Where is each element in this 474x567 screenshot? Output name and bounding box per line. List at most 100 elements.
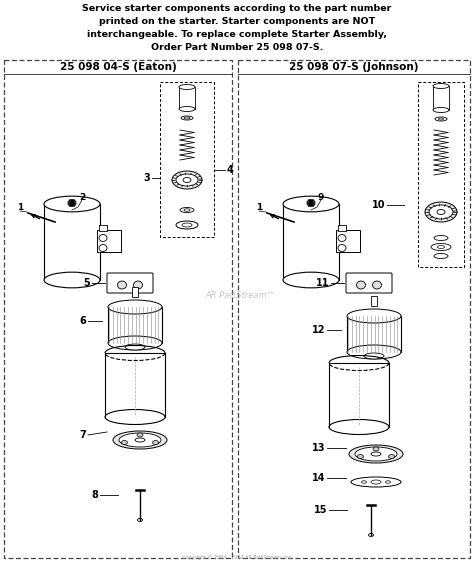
Ellipse shape bbox=[44, 272, 100, 288]
Bar bbox=[347, 316, 401, 352]
Ellipse shape bbox=[307, 202, 315, 206]
Ellipse shape bbox=[433, 83, 449, 88]
Ellipse shape bbox=[435, 117, 447, 121]
Ellipse shape bbox=[68, 202, 76, 206]
Text: 25 098 04-S (Eaton): 25 098 04-S (Eaton) bbox=[60, 62, 176, 72]
Text: 10: 10 bbox=[372, 200, 385, 210]
Ellipse shape bbox=[356, 281, 365, 289]
Ellipse shape bbox=[283, 272, 339, 288]
Bar bbox=[371, 296, 377, 306]
Bar bbox=[4, 60, 232, 558]
Text: 9: 9 bbox=[318, 193, 324, 201]
Ellipse shape bbox=[184, 117, 190, 119]
Ellipse shape bbox=[307, 200, 315, 204]
Text: 2: 2 bbox=[79, 193, 85, 201]
Ellipse shape bbox=[153, 441, 159, 445]
Ellipse shape bbox=[425, 202, 457, 222]
Ellipse shape bbox=[179, 84, 195, 90]
Ellipse shape bbox=[68, 200, 76, 204]
Ellipse shape bbox=[181, 116, 193, 120]
Bar bbox=[132, 287, 138, 297]
Bar bbox=[97, 230, 121, 252]
Ellipse shape bbox=[389, 455, 394, 459]
Ellipse shape bbox=[135, 438, 145, 442]
Ellipse shape bbox=[355, 447, 397, 461]
Text: interchangeable. To replace complete Starter Assembly,: interchangeable. To replace complete Sta… bbox=[87, 30, 387, 39]
Ellipse shape bbox=[118, 281, 127, 289]
Ellipse shape bbox=[180, 208, 194, 213]
FancyBboxPatch shape bbox=[346, 273, 392, 293]
Text: 1: 1 bbox=[256, 204, 262, 213]
Text: 8: 8 bbox=[91, 490, 98, 500]
Bar bbox=[238, 60, 470, 558]
Bar bbox=[99, 225, 107, 231]
Ellipse shape bbox=[119, 433, 161, 447]
Text: 12: 12 bbox=[311, 325, 325, 335]
Ellipse shape bbox=[434, 235, 448, 240]
Ellipse shape bbox=[385, 481, 391, 483]
Ellipse shape bbox=[137, 433, 143, 437]
Ellipse shape bbox=[99, 244, 107, 252]
Ellipse shape bbox=[137, 518, 143, 522]
Text: Copyright © 2004 - 2024 AR PartStream, Inc.: Copyright © 2004 - 2024 AR PartStream, I… bbox=[182, 555, 292, 560]
Ellipse shape bbox=[182, 223, 192, 227]
Ellipse shape bbox=[364, 353, 384, 359]
Ellipse shape bbox=[99, 235, 107, 242]
Ellipse shape bbox=[371, 480, 381, 484]
Ellipse shape bbox=[176, 221, 198, 229]
Ellipse shape bbox=[347, 309, 401, 323]
FancyBboxPatch shape bbox=[107, 273, 153, 293]
Text: Service starter components according to the part number: Service starter components according to … bbox=[82, 4, 392, 13]
Ellipse shape bbox=[347, 345, 401, 359]
Text: 4: 4 bbox=[227, 165, 234, 175]
Ellipse shape bbox=[437, 209, 445, 214]
Ellipse shape bbox=[349, 445, 403, 463]
Ellipse shape bbox=[125, 344, 145, 350]
Text: 25 098 07-S (Johnson): 25 098 07-S (Johnson) bbox=[289, 62, 419, 72]
Ellipse shape bbox=[362, 481, 366, 483]
Ellipse shape bbox=[176, 174, 198, 186]
Text: Order Part Number 25 098 07-S.: Order Part Number 25 098 07-S. bbox=[151, 43, 323, 52]
Ellipse shape bbox=[183, 177, 191, 183]
Ellipse shape bbox=[373, 281, 382, 289]
Ellipse shape bbox=[113, 431, 167, 449]
Text: 6: 6 bbox=[79, 316, 86, 326]
Text: AR PartStream™: AR PartStream™ bbox=[205, 290, 275, 299]
Ellipse shape bbox=[172, 171, 202, 189]
Ellipse shape bbox=[433, 108, 449, 112]
Ellipse shape bbox=[108, 300, 162, 314]
Ellipse shape bbox=[108, 336, 162, 350]
Text: printed on the starter. Starter components are NOT: printed on the starter. Starter componen… bbox=[99, 17, 375, 26]
Text: 11: 11 bbox=[316, 278, 329, 288]
Ellipse shape bbox=[429, 205, 453, 219]
Ellipse shape bbox=[134, 281, 143, 289]
Text: 1: 1 bbox=[17, 204, 23, 213]
Bar bbox=[108, 307, 162, 343]
Bar bbox=[44, 204, 100, 280]
Ellipse shape bbox=[438, 246, 445, 248]
Text: 15: 15 bbox=[313, 505, 327, 515]
Ellipse shape bbox=[438, 118, 444, 120]
Ellipse shape bbox=[351, 477, 401, 487]
Ellipse shape bbox=[184, 209, 190, 211]
Ellipse shape bbox=[357, 455, 364, 459]
Ellipse shape bbox=[179, 107, 195, 112]
Ellipse shape bbox=[431, 243, 451, 251]
Ellipse shape bbox=[121, 441, 128, 445]
Ellipse shape bbox=[105, 409, 165, 425]
Ellipse shape bbox=[329, 420, 389, 434]
Bar bbox=[418, 82, 464, 267]
Bar bbox=[160, 82, 214, 237]
Ellipse shape bbox=[371, 452, 381, 456]
Text: 3: 3 bbox=[143, 173, 150, 183]
Ellipse shape bbox=[338, 244, 346, 252]
Bar bbox=[338, 225, 346, 231]
Bar bbox=[433, 86, 449, 110]
Bar bbox=[336, 230, 360, 252]
Text: 13: 13 bbox=[311, 443, 325, 453]
Ellipse shape bbox=[44, 196, 100, 212]
Text: 14: 14 bbox=[311, 473, 325, 483]
Ellipse shape bbox=[434, 253, 448, 259]
Text: 5: 5 bbox=[83, 278, 90, 288]
Ellipse shape bbox=[283, 196, 339, 212]
